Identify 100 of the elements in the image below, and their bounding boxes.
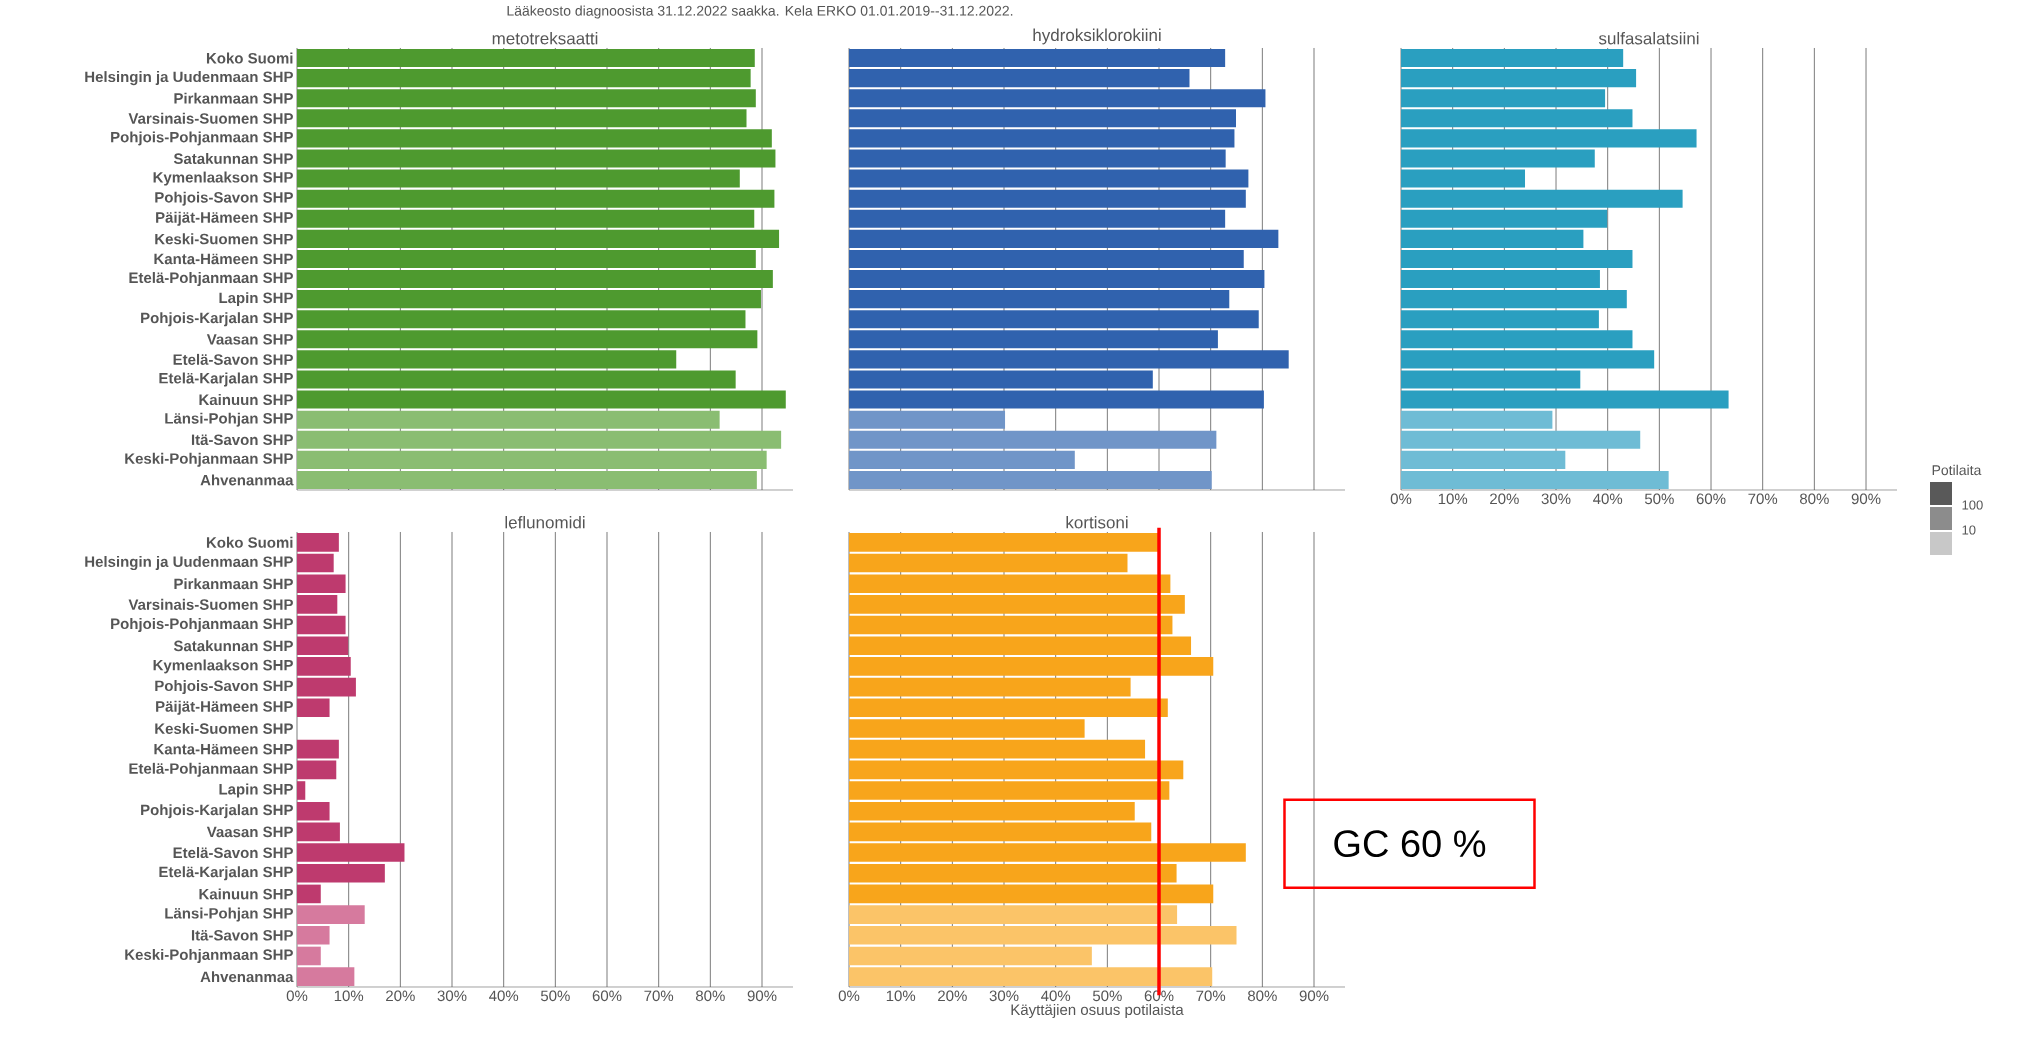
chart-subtitle: Lääkeosto diagnoosista 31.12.2022 saakka. Kela ERKO 01.01.2019--31.12.2022.	[507, 5, 1013, 19]
bar	[297, 410, 720, 429]
y-tick-label: Etelä-Savon SHP	[173, 353, 293, 365]
y-tick-label: Päijät-Hämeen SHP	[156, 700, 293, 715]
bar	[297, 390, 786, 409]
bar	[849, 967, 1213, 986]
bar	[849, 657, 1214, 676]
y-tick-label: Kymenlaakson SHP	[153, 171, 293, 186]
x-tick-label: 80%	[695, 990, 725, 1002]
x-tick-label: 10%	[334, 990, 364, 1002]
bar	[1401, 189, 1683, 208]
bar	[849, 249, 1244, 268]
x-tick-label: 40%	[1593, 493, 1623, 505]
bar	[297, 822, 340, 842]
bar	[849, 350, 1289, 369]
bar	[297, 290, 761, 309]
x-tick-label: 30%	[1541, 493, 1571, 505]
x-tick-label: 30%	[989, 990, 1019, 1002]
bar	[849, 129, 1235, 148]
bar	[297, 801, 330, 821]
y-tick-label: Pohjois-Savon SHP	[155, 680, 293, 695]
bar	[297, 169, 740, 188]
bar	[1401, 370, 1581, 389]
y-tick-label: Vaasan SHP	[206, 333, 293, 345]
bar	[297, 781, 306, 800]
y-tick-label: Ahvenanmaa	[200, 971, 294, 983]
x-tick-label: 90%	[747, 990, 777, 1002]
bar	[849, 310, 1259, 329]
bar	[297, 370, 736, 389]
y-tick-label: Päijät-Hämeen SHP	[156, 211, 293, 226]
y-tick-label: Pohjois-Pohjanmaan SHP	[111, 131, 293, 146]
bar	[849, 370, 1153, 389]
bar	[1401, 89, 1606, 108]
y-tick-label: Keski-Pohjanmaan SHP	[125, 948, 293, 963]
bar	[849, 677, 1131, 697]
bar	[297, 450, 767, 469]
y-tick-label: Helsingin ja Uudenmaan SHP	[85, 71, 293, 86]
bar	[849, 229, 1279, 248]
x-tick-label: 60%	[1144, 990, 1174, 1002]
bar	[297, 863, 385, 883]
bar	[1401, 410, 1553, 429]
bar	[849, 209, 1226, 228]
annotation: GC 60 %	[1334, 830, 1486, 858]
bar	[297, 595, 338, 614]
bar	[1401, 109, 1633, 128]
y-tick-label: Vaasan SHP	[206, 826, 293, 838]
bar	[849, 189, 1246, 208]
bar	[297, 149, 776, 168]
bar	[849, 595, 1185, 614]
y-tick-label: Etelä-Karjalan SHP	[159, 372, 293, 387]
y-tick-label: Länsi-Pohjan SHP	[165, 907, 293, 922]
y-tick-label: Pohjois-Pohjanmaan SHP	[111, 618, 293, 633]
bar	[849, 410, 1006, 429]
y-tick-label: Itä-Savon SHP	[191, 434, 293, 446]
bar	[1401, 209, 1608, 228]
x-tick-label: 10%	[1438, 493, 1468, 505]
bar	[297, 760, 337, 780]
bar	[297, 946, 321, 966]
bar	[849, 330, 1218, 349]
bar	[849, 925, 1237, 945]
x-tick-label: 70%	[644, 990, 674, 1002]
y-tick-label: Varsinais-Suomen SHP	[128, 598, 293, 610]
y-tick-label: Pirkanmaan SHP	[174, 578, 293, 590]
bar	[849, 533, 1160, 552]
bar	[1401, 149, 1595, 168]
chart-title: metotreksaatti	[492, 31, 598, 45]
y-tick-label: Itä-Savon SHP	[191, 929, 293, 941]
bar	[849, 615, 1173, 635]
bar	[849, 636, 1192, 656]
bar	[297, 677, 356, 697]
bar	[849, 719, 1085, 738]
y-tick-label: Lapin SHP	[219, 783, 293, 798]
bar	[849, 905, 1178, 924]
bar	[297, 209, 755, 228]
y-tick-label: Etelä-Pohjanmaan SHP	[129, 272, 293, 287]
x-tick-label: 50%	[1644, 493, 1674, 505]
y-tick-label: Satakunnan SHP	[173, 152, 293, 164]
bar	[849, 290, 1230, 309]
bar	[297, 470, 757, 489]
x-tick-label: 70%	[1748, 493, 1778, 505]
bar	[1401, 290, 1627, 309]
bar	[297, 843, 405, 862]
bar	[297, 350, 677, 369]
x-tick-label: 80%	[1800, 493, 1829, 505]
x-tick-label: 80%	[1247, 990, 1277, 1002]
bar	[849, 781, 1170, 800]
y-tick-label: Pohjois-Karjalan SHP	[141, 804, 293, 819]
bar	[1401, 249, 1633, 268]
y-tick-label: Kymenlaakson SHP	[153, 659, 293, 674]
bar	[849, 553, 1128, 573]
bar	[849, 109, 1236, 128]
bar	[297, 636, 349, 656]
bar	[1401, 470, 1669, 489]
bar	[849, 89, 1266, 108]
y-tick-label: Etelä-Pohjanmaan SHP	[129, 762, 293, 777]
bar	[1401, 229, 1584, 248]
y-tick-label: Etelä-Savon SHP	[173, 847, 293, 859]
bar	[1401, 169, 1526, 188]
y-tick-label: Pohjois-Savon SHP	[155, 191, 293, 206]
x-tick-label: 30%	[437, 990, 467, 1002]
